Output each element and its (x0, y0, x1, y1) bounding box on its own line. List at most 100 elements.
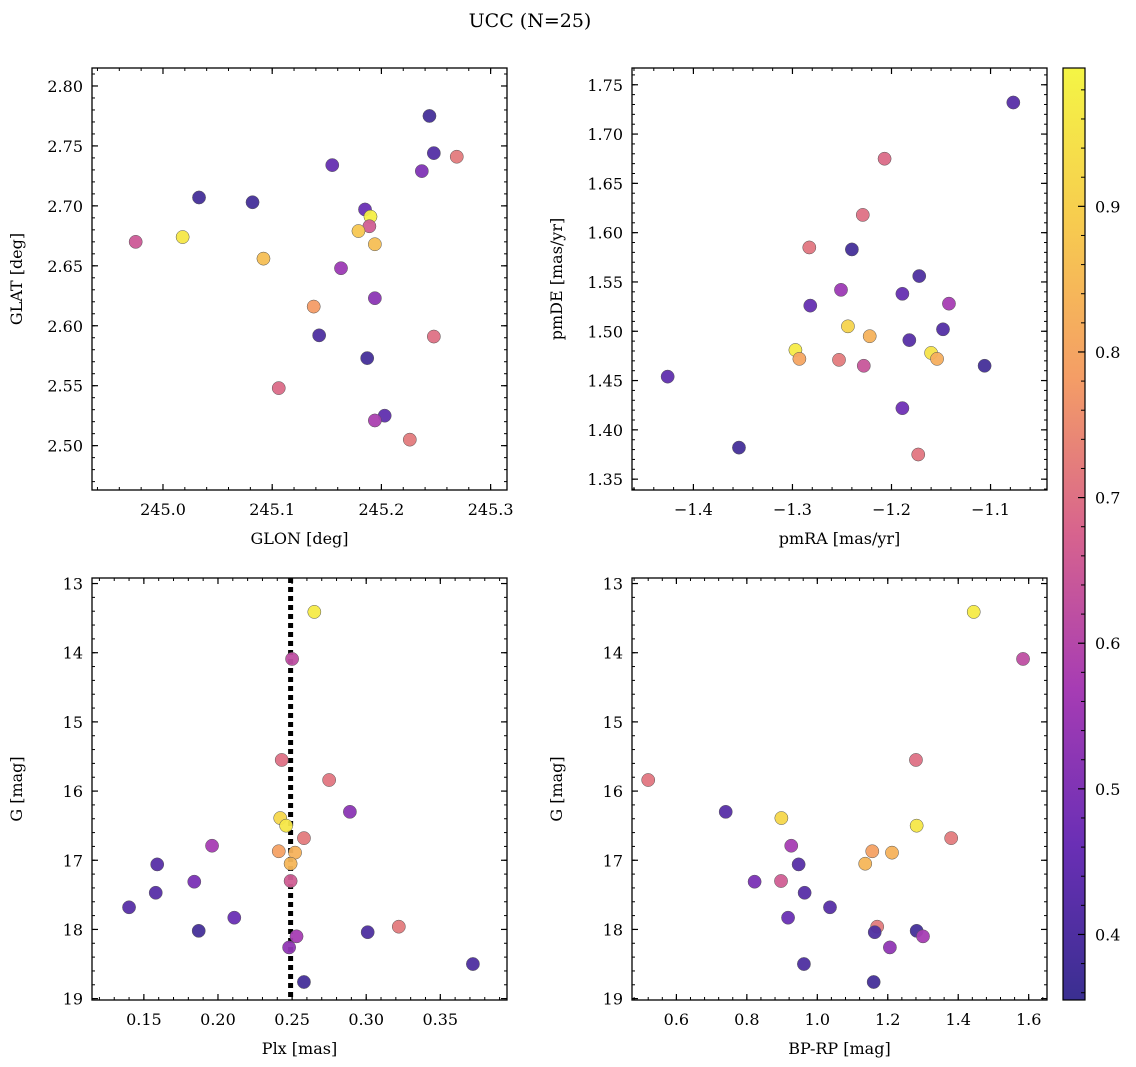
data-point-16 (122, 900, 136, 915)
x-tick-label: 1.2 (875, 1010, 900, 1029)
data-point-22 (895, 401, 910, 416)
scatter-points (122, 605, 480, 989)
x-tick-label: 0.6 (664, 1010, 689, 1029)
y-tick-label: 1.55 (587, 273, 623, 292)
x-tick-label: 0.30 (348, 1010, 384, 1029)
y-axis-label: G [mag] (7, 756, 26, 821)
y-tick-label: 2.70 (47, 197, 83, 216)
scatter-points (660, 95, 1021, 462)
data-point-21 (289, 929, 304, 944)
data-point-20 (867, 925, 882, 940)
data-point-19 (426, 329, 441, 344)
data-point-17 (368, 291, 382, 306)
data-point-20 (360, 925, 375, 940)
y-tick-label: 2.55 (47, 377, 83, 396)
data-point-4 (845, 242, 859, 257)
data-point-24 (911, 447, 926, 462)
y-tick-label: 1.60 (587, 224, 623, 243)
data-point-12 (862, 329, 877, 344)
data-point-15 (797, 885, 812, 900)
data-point-1 (877, 151, 892, 166)
x-axis-label: GLON [deg] (250, 529, 348, 548)
x-tick-label: 245.1 (249, 500, 295, 519)
data-point-17 (781, 910, 795, 925)
data-point-23 (732, 440, 746, 455)
x-tick-label: −1.1 (971, 500, 1010, 519)
y-tick-label: 15 (63, 713, 83, 732)
data-point-14 (368, 237, 382, 252)
data-point-2 (855, 208, 870, 222)
x-tick-label: −1.4 (674, 500, 713, 519)
panel-bprp-g: 0.6 0.8 1.0 1.2 1.4 1.6 13 14 15 16 17 18 19 BP-RP [m… (547, 575, 1048, 1058)
y-tick-label: 1.45 (587, 372, 623, 391)
y-tick-label: 19 (63, 990, 83, 1009)
data-point-9 (256, 251, 271, 266)
data-point-21 (916, 929, 930, 944)
data-point-7 (895, 286, 910, 301)
data-point-3 (322, 773, 336, 787)
y-axis-label: pmDE [mas/yr] (547, 218, 566, 341)
x-tick-label: 0.25 (274, 1010, 310, 1029)
data-point-13 (902, 333, 917, 347)
colorbar-gradient (1062, 67, 1086, 1001)
data-point-10 (885, 845, 899, 860)
data-point-13 (747, 874, 762, 889)
data-point-20 (977, 358, 992, 373)
data-point-16 (823, 900, 837, 915)
x-tick-label: −1.3 (773, 500, 812, 519)
y-tick-label: 1.40 (587, 421, 623, 440)
data-point-20 (360, 351, 375, 365)
y-axis-label: GLAT [deg] (7, 233, 26, 325)
data-point-24 (866, 975, 881, 989)
y-tick-label: 13 (603, 575, 623, 594)
y-tick-label: 1.35 (587, 470, 623, 489)
data-point-10 (841, 319, 855, 334)
data-point-24 (297, 975, 311, 989)
y-tick-label: 2.80 (47, 77, 83, 96)
colorbar-tick-label: 0.9 (1095, 197, 1120, 216)
y-tick-label: 2.75 (47, 137, 83, 156)
x-tick-label: 245.0 (140, 500, 186, 519)
y-tick-label: 16 (63, 782, 83, 801)
scatter-points (641, 605, 1030, 989)
panel-plx-g: 0.15 0.20 0.25 0.30 0.35 13 14 15 16 17 18 19 Plx [m… (7, 575, 508, 1058)
x-axis-label: Plx [mas] (262, 1039, 337, 1058)
y-tick-label: 1.50 (587, 322, 623, 341)
axes-frame (631, 577, 1048, 1001)
y-tick-label: 1.70 (587, 125, 623, 144)
data-point-23 (368, 413, 382, 428)
x-tick-label: 0.8 (734, 1010, 759, 1029)
x-tick-label: 1.6 (1016, 1010, 1041, 1029)
data-point-8 (784, 838, 799, 853)
y-tick-label: 17 (603, 851, 623, 870)
x-axis-label: BP-RP [mag] (788, 1039, 890, 1058)
data-point-6 (279, 818, 294, 833)
data-point-13 (283, 874, 298, 888)
data-point-5 (774, 811, 789, 825)
data-point-17 (930, 352, 944, 366)
data-point-3 (422, 109, 437, 123)
axes-frame (91, 67, 508, 491)
data-point-18 (391, 919, 406, 934)
data-point-2 (909, 753, 923, 767)
data-point-8 (205, 838, 219, 853)
y-tick-label: 15 (603, 713, 623, 732)
data-point-4 (718, 804, 733, 819)
y-tick-label: 19 (603, 990, 623, 1009)
y-tick-label: 16 (603, 782, 623, 801)
data-point-5 (912, 269, 927, 283)
colorbar-tick-label: 0.7 (1095, 489, 1120, 508)
data-point-21 (660, 369, 675, 384)
data-point-9 (271, 844, 286, 859)
data-point-1 (245, 195, 260, 210)
data-point-23 (466, 957, 480, 971)
axis-ticks (632, 68, 1047, 490)
y-tick-label: 14 (603, 644, 623, 663)
data-point-18 (832, 353, 846, 367)
data-point-11 (283, 856, 298, 871)
data-point-21 (271, 381, 286, 395)
y-tick-label: 1.75 (587, 76, 623, 95)
y-tick-label: 2.50 (47, 437, 83, 456)
y-tick-label: 13 (63, 575, 83, 594)
